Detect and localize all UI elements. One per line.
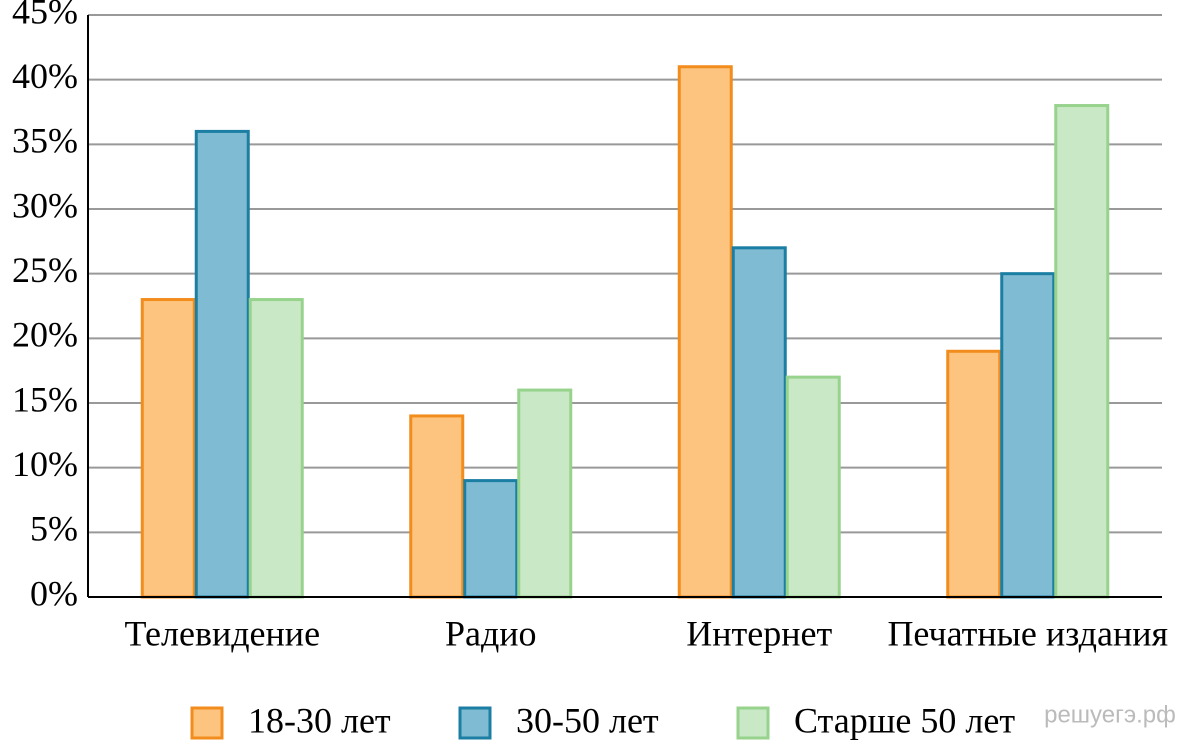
- legend-swatch: [190, 706, 224, 740]
- bar: [409, 414, 465, 599]
- bar: [463, 479, 519, 599]
- bar: [194, 129, 250, 599]
- bar: [517, 388, 573, 599]
- y-tick-label: 0%: [30, 573, 78, 613]
- x-tick-label: Радио: [445, 613, 537, 653]
- y-tick-label: 25%: [12, 250, 78, 290]
- x-tick-label: Интернет: [686, 613, 832, 653]
- y-tick-label: 30%: [12, 185, 78, 225]
- legend-label: Старше 50 лет: [794, 700, 1015, 740]
- bar: [785, 375, 841, 599]
- watermark: решуегэ.рф: [1044, 701, 1176, 728]
- y-tick-label: 35%: [12, 121, 78, 161]
- bar: [731, 246, 787, 599]
- y-tick-label: 45%: [12, 0, 78, 31]
- legend-label: 18-30 лет: [248, 700, 391, 740]
- bar: [677, 65, 733, 599]
- x-tick-label: Печатные издания: [887, 613, 1168, 653]
- bar: [946, 349, 1002, 599]
- bar: [248, 298, 304, 599]
- x-tick-label: Телевидение: [124, 613, 320, 653]
- bar: [1054, 104, 1110, 599]
- y-tick-label: 10%: [12, 444, 78, 484]
- legend-label: 30-50 лет: [516, 700, 659, 740]
- bar: [140, 298, 196, 599]
- legend-swatch: [736, 706, 770, 740]
- y-tick-label: 40%: [12, 56, 78, 96]
- y-tick-label: 20%: [12, 315, 78, 355]
- bar: [1000, 272, 1056, 599]
- y-tick-label: 15%: [12, 379, 78, 419]
- y-tick-label: 5%: [30, 509, 78, 549]
- legend-swatch: [458, 706, 492, 740]
